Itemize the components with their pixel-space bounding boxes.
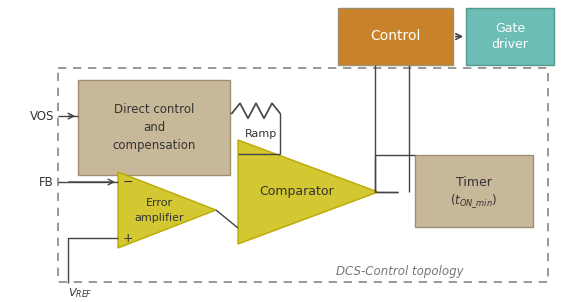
Text: ($t_{ON\_min}$): ($t_{ON\_min}$) <box>450 192 498 210</box>
Text: $V_{REF}$: $V_{REF}$ <box>68 286 93 300</box>
Text: FB: FB <box>39 175 54 188</box>
Bar <box>58 68 548 282</box>
Text: +: + <box>123 232 134 245</box>
Text: amplifier: amplifier <box>134 213 184 223</box>
Text: Control: Control <box>370 30 421 43</box>
Text: Ramp: Ramp <box>245 129 277 139</box>
Bar <box>415 155 533 227</box>
Polygon shape <box>238 140 378 244</box>
Text: Direct control
and
compensation: Direct control and compensation <box>112 103 195 152</box>
Bar <box>78 80 230 175</box>
Text: Timer: Timer <box>456 176 492 189</box>
Text: Gate
driver: Gate driver <box>492 22 528 51</box>
Text: Error: Error <box>146 198 173 208</box>
Text: VOS: VOS <box>29 110 54 123</box>
Text: DCS-Control topology: DCS-Control topology <box>336 265 464 278</box>
Bar <box>338 8 453 65</box>
Bar <box>466 8 554 65</box>
Polygon shape <box>118 172 216 248</box>
Text: −: − <box>123 175 133 188</box>
Text: Comparator: Comparator <box>259 185 334 198</box>
